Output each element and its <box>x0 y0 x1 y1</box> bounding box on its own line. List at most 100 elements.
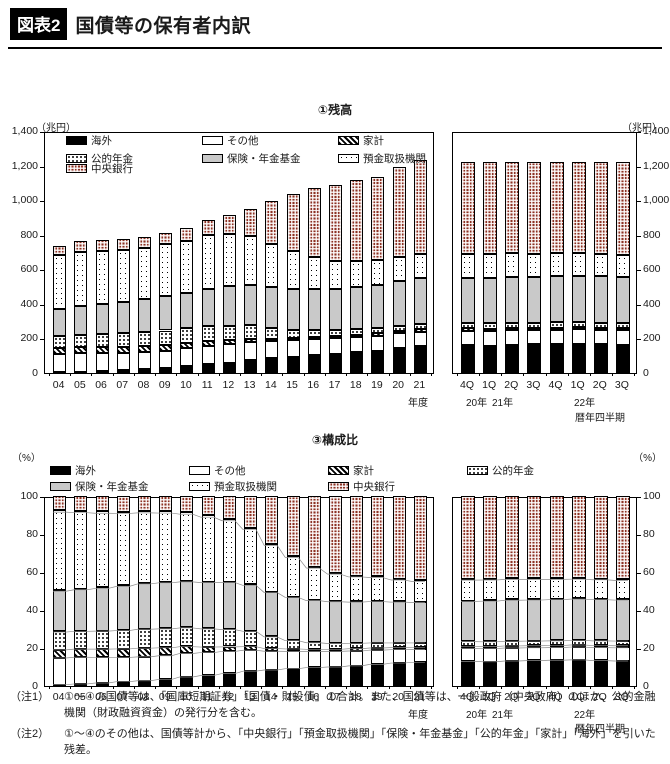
chart1-left-panel <box>44 131 434 376</box>
bar-segment <box>222 343 236 363</box>
bar-segment <box>615 645 630 648</box>
bar-segment <box>201 628 215 647</box>
bar-segment <box>116 301 130 334</box>
bar-segment <box>180 496 194 513</box>
bar-segment <box>593 578 608 599</box>
legend-label: 海外 <box>91 135 112 147</box>
x-axis-label: 06 <box>95 691 107 703</box>
bar-segment <box>527 161 542 254</box>
legend-label: 家計 <box>353 465 374 477</box>
bar-segment <box>53 510 67 591</box>
bar-segment <box>180 676 194 686</box>
bar-segment <box>571 321 586 328</box>
bar-segment <box>307 256 321 289</box>
bar <box>180 131 194 373</box>
bar-segment <box>53 348 67 354</box>
bar-segment <box>201 515 215 582</box>
bar-segment <box>615 599 630 641</box>
bar-segment <box>244 527 258 585</box>
x-tick <box>634 373 635 376</box>
chart2-unit-left: （%） <box>12 453 41 464</box>
y-axis-tick-label: 400 <box>20 297 38 310</box>
bar-segment <box>350 334 364 338</box>
bar-segment <box>201 235 215 289</box>
bar-segment <box>527 276 542 323</box>
bar <box>371 496 385 686</box>
bar-segment <box>159 330 173 345</box>
y-tick-mark <box>40 166 44 168</box>
bar-segment <box>180 653 194 677</box>
bar-segment <box>159 244 173 297</box>
bar-segment <box>593 640 608 646</box>
bar <box>159 496 173 686</box>
footnote-row: （注2） ①～④のその他は、国債等計から、「中央銀行」「預金取扱機関」「保険・年金… <box>10 727 662 759</box>
x-tick <box>91 373 93 376</box>
bar-segment <box>549 322 564 328</box>
x-tick <box>589 686 591 689</box>
bar-segment <box>201 652 215 676</box>
legend-swatch-sonota <box>202 136 223 145</box>
bar <box>286 495 300 686</box>
x-tick <box>367 373 369 376</box>
x-axis-label: 2Q <box>504 691 519 703</box>
bar-segment <box>483 661 498 686</box>
bar-segment <box>571 646 586 660</box>
bar-segment <box>413 329 427 332</box>
bar <box>350 496 364 686</box>
x-tick <box>324 686 326 689</box>
y-tick-mark <box>40 573 44 574</box>
bar-segment <box>571 275 586 322</box>
x-axis-label: 4Q <box>548 691 563 703</box>
bar-segment <box>483 328 498 331</box>
bar-segment <box>350 665 364 686</box>
x-axis-label: 15 <box>286 691 298 703</box>
x-tick <box>155 686 157 689</box>
x-tick <box>133 686 135 689</box>
bar <box>265 131 279 373</box>
bar-segment <box>74 656 88 684</box>
bar-segment <box>461 161 476 255</box>
bar-segment <box>615 328 630 331</box>
bar-segment <box>53 631 67 650</box>
bar-segment <box>265 650 279 670</box>
bar-segment <box>53 657 67 685</box>
bar-segment <box>307 338 321 355</box>
bar-segment <box>180 580 194 628</box>
bar <box>549 496 564 686</box>
legend-label: その他 <box>227 135 259 147</box>
legend-swatch-kaigai <box>66 136 87 145</box>
bar-segment <box>53 496 67 511</box>
bar-segment <box>371 642 385 648</box>
x-axis-label: 4Q <box>548 379 563 391</box>
bar-segment <box>95 496 109 512</box>
bar-segment <box>329 496 342 573</box>
legend-item: 預金取扱機関 <box>189 479 328 494</box>
x-axis-label: 4Q <box>460 691 475 703</box>
header-divider <box>8 47 662 49</box>
x-tick <box>479 373 481 376</box>
bar-segment <box>307 496 321 567</box>
bar-segment <box>329 648 342 652</box>
bar <box>413 131 427 373</box>
bar-segment <box>593 598 608 641</box>
y-axis-tick-label: 800 <box>643 228 661 241</box>
x-axis-label: 21 <box>413 691 426 703</box>
bar-segment <box>74 510 88 589</box>
bar-segment <box>138 331 151 346</box>
bar <box>505 131 520 373</box>
legend-item: 公的年金 <box>467 463 606 478</box>
bar-segment <box>392 642 406 648</box>
y-tick-mark <box>40 304 44 306</box>
bar-segment <box>329 600 342 644</box>
legend-label: 預金取扱機関 <box>214 481 277 493</box>
bar-segment <box>138 656 151 681</box>
chart1-group-label: 21年 <box>492 398 514 409</box>
bar-segment <box>527 640 542 646</box>
legend-item: 海外 <box>50 463 189 478</box>
bar <box>201 496 215 686</box>
x-tick <box>346 686 348 689</box>
legend-swatch-chuo <box>66 164 87 173</box>
bar-segment <box>483 641 498 647</box>
bar-segment <box>571 343 586 373</box>
bar-segment <box>159 511 173 582</box>
